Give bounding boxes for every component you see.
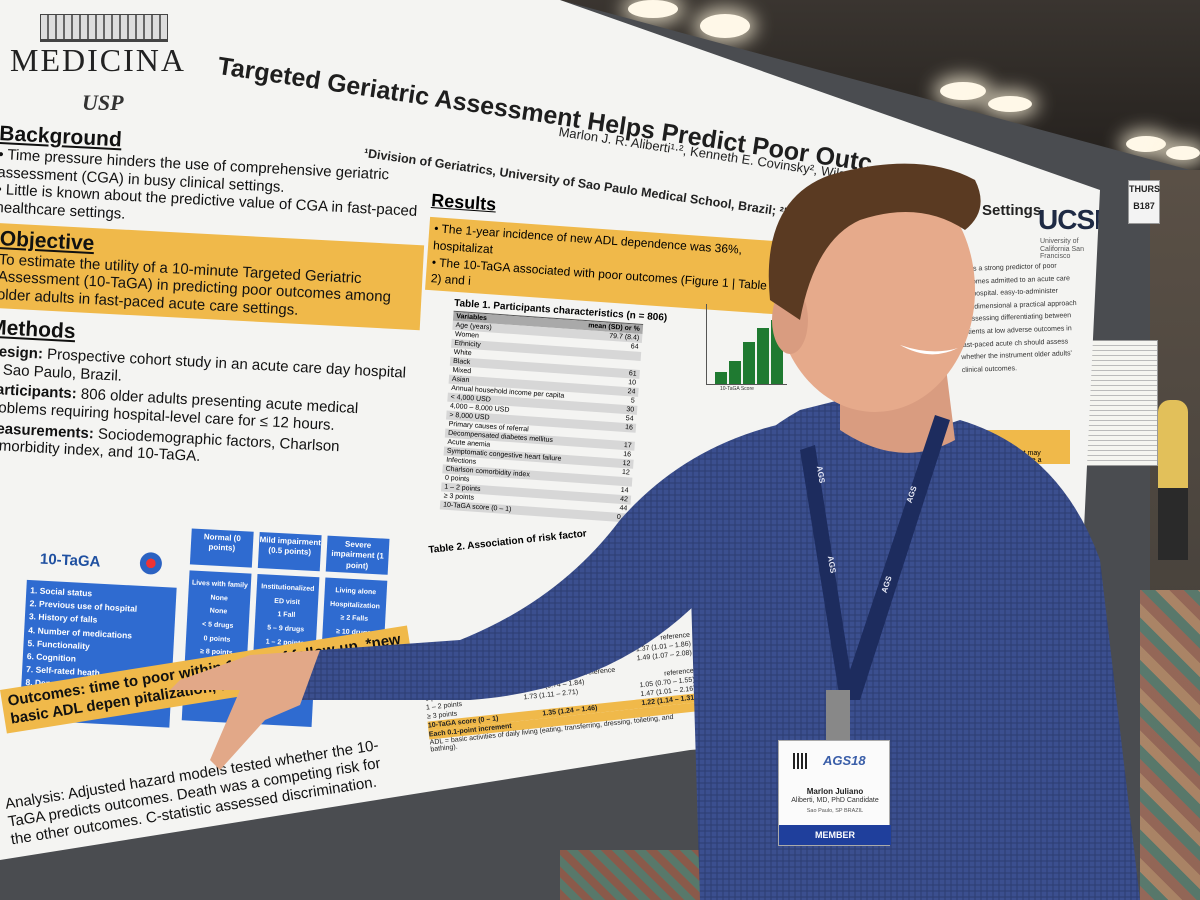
ucsf-logo: UCSF [1038, 204, 1111, 235]
figure1-bar [715, 372, 727, 384]
badge-title: Aliberti, MD, PhD Candidate [791, 797, 879, 804]
booth-tag: THURS B187 [1128, 180, 1160, 224]
ceiling-light [1166, 146, 1200, 160]
figure1-bar [757, 328, 769, 384]
ceiling-light [628, 0, 678, 18]
presenter-arm [300, 420, 800, 700]
badge-member-bar: MEMBER [779, 825, 891, 845]
ceiling-light [988, 96, 1032, 112]
ucsf-subtitle: University of California San Francisco [1040, 238, 1084, 261]
figure1-bar [743, 342, 755, 384]
name-badge: AGS18 Marlon Juliano Aliberti, MD, PhD C… [778, 740, 891, 846]
ceiling-light [940, 82, 986, 100]
qr-code-icon [793, 753, 809, 769]
building-logo-icon [40, 14, 168, 42]
presenter-hand [170, 650, 320, 770]
presenter-hair [768, 163, 981, 320]
ceiling-light [1126, 136, 1166, 152]
figure1-xlabel: 10-TaGA Score [720, 386, 754, 392]
pinned-paper [1082, 340, 1158, 466]
logo-sub: USP [82, 90, 124, 115]
figure1-bar [729, 361, 741, 384]
carpet [1140, 590, 1200, 900]
badge-clip [826, 690, 850, 740]
badge-name: Marlon Juliano [806, 787, 864, 796]
poster-title-end: Settings [982, 202, 1042, 219]
lanyard [800, 415, 950, 700]
background-person [1158, 400, 1188, 560]
badge-event: AGS18 [823, 753, 866, 768]
ceiling-light [700, 14, 750, 38]
logo-text: MEDICINA [10, 42, 186, 78]
carpet [560, 850, 720, 900]
badge-location: Sao Paulo, SP BRAZIL [806, 808, 864, 814]
presenter-smile [900, 345, 958, 355]
